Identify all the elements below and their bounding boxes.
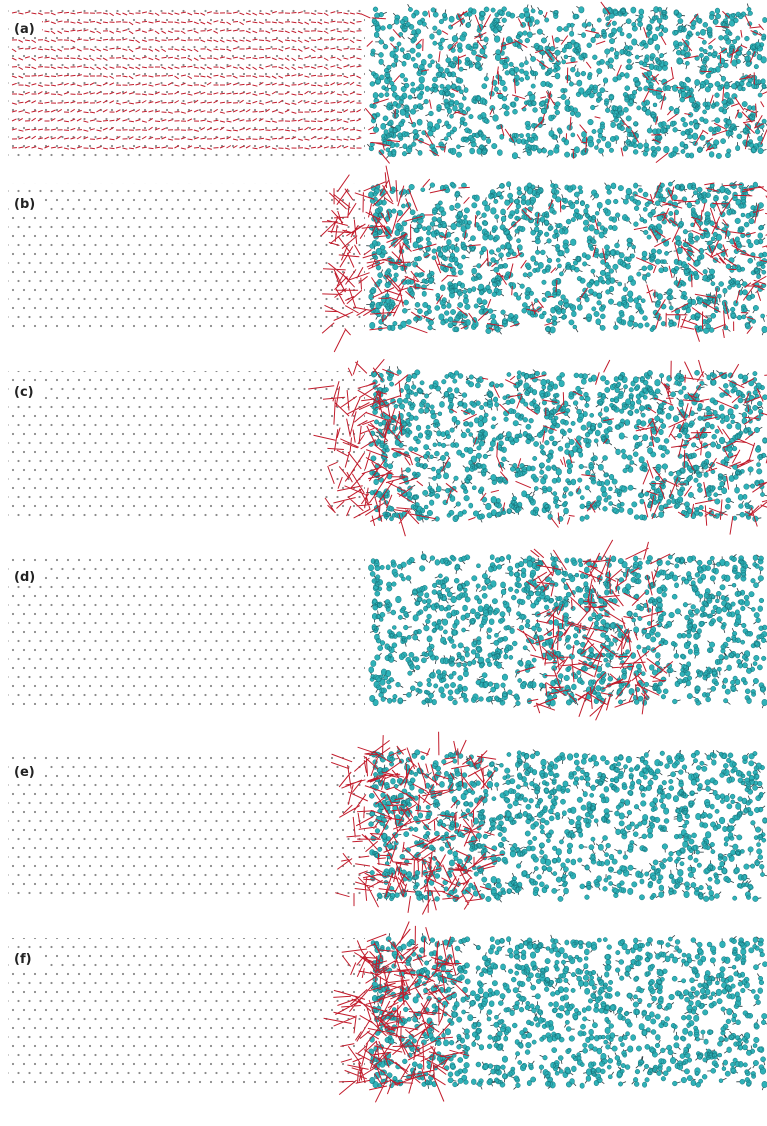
panel: (f)	[8, 922, 767, 1103]
crystal-lattice	[8, 8, 365, 157]
panel: (d)	[8, 540, 767, 720]
panel-label: (a)	[14, 22, 35, 37]
page: (a)(b)(c)(d)(e)(f) (() => { const data =…	[0, 0, 767, 1126]
panel-label: (f)	[14, 952, 32, 967]
crystal-lattice	[8, 183, 365, 332]
crystal-lattice	[8, 938, 365, 1087]
crystal-lattice	[8, 751, 365, 900]
panel-label: (b)	[14, 197, 35, 212]
panel: (b)	[8, 166, 767, 352]
atoms	[368, 182, 767, 334]
crystal-lattice	[8, 371, 365, 520]
panel-label: (d)	[14, 570, 35, 585]
panel: (a)	[8, 2, 767, 164]
crystal-lattice	[8, 556, 365, 705]
panel: (e)	[8, 732, 767, 915]
panel-label: (c)	[14, 385, 34, 400]
atoms	[369, 6, 767, 158]
panel-label: (e)	[14, 765, 35, 780]
figure: (a) (b) (c) (d) (e) (f)	[0, 0, 767, 1126]
panel: (c)	[8, 359, 767, 536]
